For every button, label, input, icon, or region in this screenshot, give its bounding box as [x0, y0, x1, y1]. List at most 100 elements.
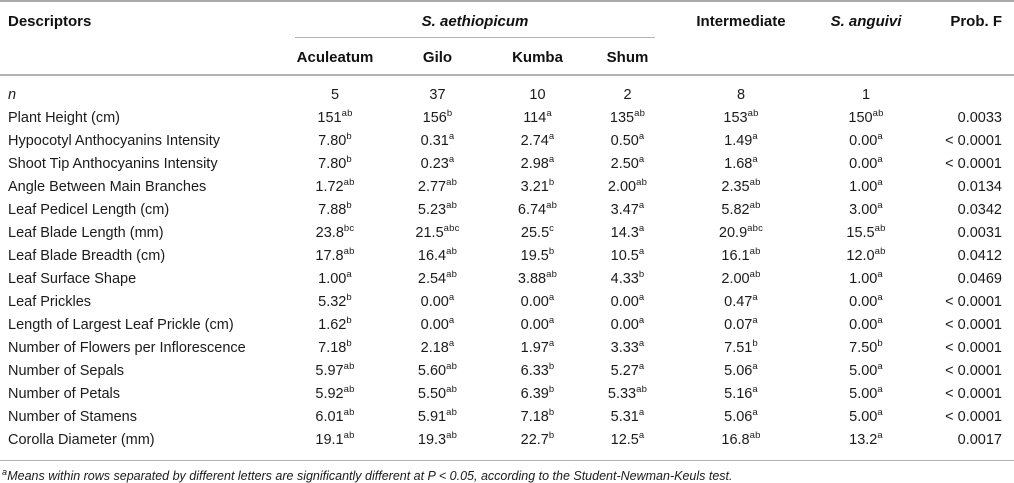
table-row: Number of Petals 5.92ab 5.50ab 6.39b 5.33ab 5…	[0, 382, 1014, 405]
data-cell: 12.5a	[610, 429, 645, 448]
column-header-shum: Shum	[606, 48, 649, 66]
data-cell: 2.77ab	[417, 176, 458, 195]
data-cell: 2.74a	[520, 130, 555, 149]
data-cell: 1.00a	[849, 268, 883, 287]
significance-letters: a	[548, 291, 555, 303]
significance-letters: a	[877, 360, 883, 372]
significance-letters: a	[752, 383, 758, 395]
data-cell: 1.49a	[724, 130, 758, 149]
data-cell: 5.00a	[849, 360, 883, 379]
data-cell: 5.31a	[610, 406, 645, 425]
significance-letters: a	[752, 314, 758, 326]
significance-letters: b	[548, 429, 555, 441]
column-header-kumba: Kumba	[512, 48, 563, 66]
significance-letters: b	[877, 337, 883, 349]
significance-letters: ab	[446, 268, 458, 280]
significance-letters: ab	[446, 245, 458, 257]
data-cell: 150ab	[848, 107, 884, 126]
significance-letters: a	[638, 153, 645, 165]
table-row: Length of Largest Leaf Prickle (cm) 1.62b…	[0, 313, 1014, 336]
data-cell: 7.18b	[318, 337, 352, 356]
row-label: Length of Largest Leaf Prickle (cm)	[8, 316, 234, 333]
data-cell: 3.00a	[849, 199, 883, 218]
data-cell: 2	[623, 86, 632, 103]
row-label: Shoot Tip Anthocyanins Intensity	[8, 155, 218, 172]
row-label: Leaf Surface Shape	[8, 270, 137, 287]
row-label: Angle Between Main Branches	[8, 178, 207, 195]
significance-letters: a	[638, 130, 645, 142]
data-cell: 1	[861, 86, 871, 103]
significance-letters: b	[638, 268, 645, 280]
table-row: Hypocotyl Anthocyanins Intensity 7.80b 0.3…	[0, 129, 1014, 152]
prob-f-cell	[920, 75, 1014, 106]
table-row: Number of Sepals 5.97ab 5.60ab 6.33b 5.27a 5.…	[0, 359, 1014, 382]
significance-letters: a	[752, 291, 758, 303]
significance-letters: ab	[874, 222, 886, 234]
significance-letters: ab	[343, 245, 355, 257]
data-cell: 3.88ab	[517, 268, 558, 287]
data-cell: 5.06a	[724, 360, 758, 379]
data-cell: 16.4ab	[417, 245, 458, 264]
significance-letters: a	[548, 314, 555, 326]
data-cell: 7.51b	[724, 337, 758, 356]
significance-letters: ab	[634, 107, 646, 119]
data-cell: 16.8ab	[721, 429, 761, 448]
data-cell: 5.27a	[610, 360, 645, 379]
data-cell: 5.60ab	[417, 360, 458, 379]
table-row: Leaf Prickles 5.32b 0.00a 0.00a 0.00a 0.47a 0.…	[0, 290, 1014, 313]
table-row: Leaf Surface Shape 1.00a 2.54ab 3.88ab 4.33b…	[0, 267, 1014, 290]
significance-letters: bc	[343, 222, 355, 234]
prob-f-cell: < 0.0001	[945, 362, 1002, 379]
significance-letters: abc	[747, 222, 764, 234]
descriptors-table: Descriptors S. aethiopicum Intermediate …	[0, 2, 1014, 451]
data-cell: 1.00a	[849, 176, 883, 195]
data-cell: 114a	[523, 107, 552, 126]
row-label: n	[8, 86, 17, 103]
data-cell: 5.16a	[724, 383, 758, 402]
significance-letters: b	[346, 199, 352, 211]
data-cell: 7.18b	[520, 406, 555, 425]
table-row: n 5 37 10 2 8 1	[0, 75, 1014, 106]
data-cell: 0.00a	[420, 314, 455, 333]
significance-letters: a	[546, 107, 552, 119]
prob-f-cell: < 0.0001	[945, 293, 1002, 310]
row-label: Leaf Prickles	[8, 293, 92, 310]
significance-letters: b	[346, 291, 352, 303]
significance-letters: a	[548, 153, 555, 165]
significance-letters: b	[548, 245, 555, 257]
data-cell: 5.97ab	[315, 360, 355, 379]
data-cell: 5.82ab	[721, 199, 761, 218]
significance-letters: abc	[443, 222, 460, 234]
table-row: Leaf Blade Length (mm) 23.8bc 21.5abc 25.5c…	[0, 221, 1014, 244]
significance-letters: ab	[636, 176, 648, 188]
footnote-marker: a	[2, 466, 8, 477]
data-cell: 5.00a	[849, 406, 883, 425]
data-cell: 0.00a	[520, 291, 555, 310]
data-cell: 5.32b	[318, 291, 352, 310]
data-cell: 3.47a	[610, 199, 645, 218]
significance-letters: a	[752, 360, 758, 372]
significance-letters: ab	[343, 360, 355, 372]
significance-letters: a	[448, 153, 455, 165]
footnote-text: Means within rows separated by different…	[7, 469, 733, 483]
data-cell: 16.1ab	[721, 245, 761, 264]
data-cell: 0.00a	[849, 291, 883, 310]
row-label: Number of Flowers per Inflorescence	[8, 339, 246, 356]
significance-letters: a	[638, 245, 645, 257]
data-cell: 0.00a	[849, 130, 883, 149]
significance-letters: ab	[446, 360, 458, 372]
significance-letters: ab	[749, 268, 761, 280]
significance-letters: b	[446, 107, 453, 119]
data-cell: 17.8ab	[315, 245, 355, 264]
significance-letters: a	[877, 429, 883, 441]
data-cell: 5.00a	[849, 383, 883, 402]
significance-letters: a	[877, 383, 883, 395]
significance-letters: a	[638, 291, 645, 303]
significance-letters: ab	[546, 268, 558, 280]
data-cell: 3.33a	[610, 337, 645, 356]
significance-letters: b	[548, 176, 555, 188]
significance-letters: ab	[341, 107, 353, 119]
prob-f-cell: 0.0017	[957, 431, 1002, 448]
data-cell: 0.07a	[724, 314, 758, 333]
data-cell: 151ab	[317, 107, 353, 126]
